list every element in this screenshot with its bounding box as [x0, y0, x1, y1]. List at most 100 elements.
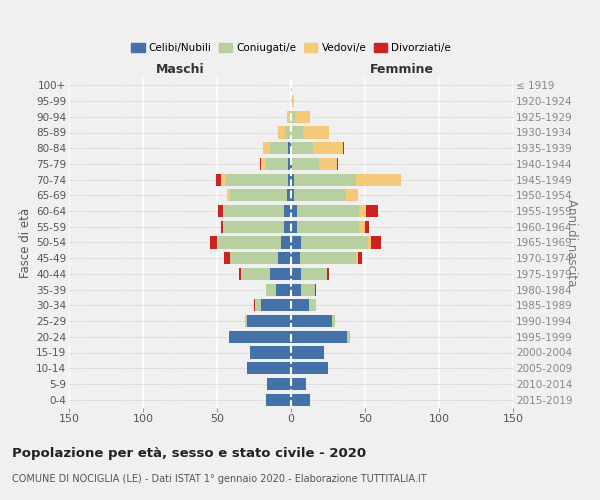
Bar — [230, 189, 287, 202]
Bar — [287, 189, 291, 202]
Bar — [270, 142, 288, 154]
Bar — [278, 126, 285, 138]
Bar — [223, 220, 224, 233]
Bar — [260, 158, 262, 170]
Bar — [284, 220, 291, 233]
Bar — [291, 95, 294, 107]
Bar — [218, 205, 223, 217]
Bar — [250, 346, 291, 358]
Bar — [365, 220, 370, 233]
Bar — [297, 205, 359, 217]
Bar — [291, 315, 332, 327]
Bar — [266, 158, 288, 170]
Bar — [254, 299, 256, 312]
Bar — [301, 284, 314, 296]
Bar — [313, 142, 343, 154]
Legend: Celibi/Nubili, Coniugati/e, Vedovi/e, Divorziati/e: Celibi/Nubili, Coniugati/e, Vedovi/e, Di… — [128, 40, 454, 56]
Bar — [371, 236, 381, 248]
Bar — [291, 394, 310, 406]
Bar — [230, 252, 278, 264]
Bar — [300, 252, 356, 264]
Bar — [268, 378, 291, 390]
Bar — [278, 252, 291, 264]
Bar — [247, 315, 291, 327]
Bar — [291, 110, 295, 123]
Bar — [332, 315, 335, 327]
Bar — [284, 205, 291, 217]
Bar — [224, 220, 284, 233]
Bar — [224, 252, 230, 264]
Bar — [295, 110, 310, 123]
Bar — [291, 284, 301, 296]
Bar — [263, 142, 270, 154]
Text: Femmine: Femmine — [370, 63, 434, 76]
Bar — [297, 220, 359, 233]
Bar — [245, 315, 247, 327]
Bar — [291, 189, 294, 202]
Bar — [301, 236, 368, 248]
Bar — [239, 268, 241, 280]
Bar — [356, 252, 358, 264]
Bar — [270, 268, 291, 280]
Bar — [229, 330, 291, 343]
Bar — [262, 158, 266, 170]
Bar — [226, 174, 288, 186]
Bar — [287, 110, 290, 123]
Bar — [368, 236, 371, 248]
Bar — [319, 158, 337, 170]
Bar — [291, 236, 301, 248]
Bar — [294, 189, 346, 202]
Bar — [291, 252, 300, 264]
Bar — [224, 205, 284, 217]
Bar — [285, 126, 291, 138]
Bar — [290, 110, 291, 123]
Bar — [262, 299, 291, 312]
Bar — [217, 236, 218, 248]
Bar — [291, 268, 301, 280]
Bar — [288, 174, 291, 186]
Bar — [281, 236, 291, 248]
Bar — [291, 205, 297, 217]
Text: COMUNE DI NOCIGLIA (LE) - Dati ISTAT 1° gennaio 2020 - Elaborazione TUTTITALIA.I: COMUNE DI NOCIGLIA (LE) - Dati ISTAT 1° … — [12, 474, 427, 484]
Bar — [291, 126, 303, 138]
Bar — [294, 174, 356, 186]
Bar — [356, 174, 401, 186]
Bar — [291, 330, 347, 343]
Bar — [209, 236, 217, 248]
Bar — [266, 394, 291, 406]
Bar — [291, 79, 292, 92]
Bar — [347, 330, 350, 343]
Y-axis label: Fasce di età: Fasce di età — [19, 208, 32, 278]
Bar — [303, 126, 329, 138]
Bar — [291, 158, 292, 170]
Bar — [291, 378, 306, 390]
Bar — [301, 268, 326, 280]
Bar — [326, 268, 329, 280]
Bar — [291, 220, 297, 233]
Bar — [247, 362, 291, 374]
Y-axis label: Anni di nascita: Anni di nascita — [565, 199, 578, 286]
Bar — [266, 284, 276, 296]
Bar — [256, 299, 262, 312]
Bar — [314, 284, 316, 296]
Text: Maschi: Maschi — [155, 63, 205, 76]
Bar — [359, 205, 367, 217]
Bar — [367, 205, 379, 217]
Bar — [291, 142, 313, 154]
Bar — [291, 174, 294, 186]
Bar — [223, 205, 224, 217]
Bar — [291, 299, 309, 312]
Bar — [291, 346, 323, 358]
Bar — [337, 158, 338, 170]
Bar — [292, 158, 319, 170]
Bar — [346, 189, 358, 202]
Bar — [288, 158, 291, 170]
Bar — [343, 142, 344, 154]
Bar — [358, 252, 362, 264]
Text: Popolazione per età, sesso e stato civile - 2020: Popolazione per età, sesso e stato civil… — [12, 448, 366, 460]
Bar — [221, 174, 226, 186]
Bar — [359, 220, 365, 233]
Bar — [241, 268, 270, 280]
Bar — [288, 142, 291, 154]
Bar — [215, 174, 221, 186]
